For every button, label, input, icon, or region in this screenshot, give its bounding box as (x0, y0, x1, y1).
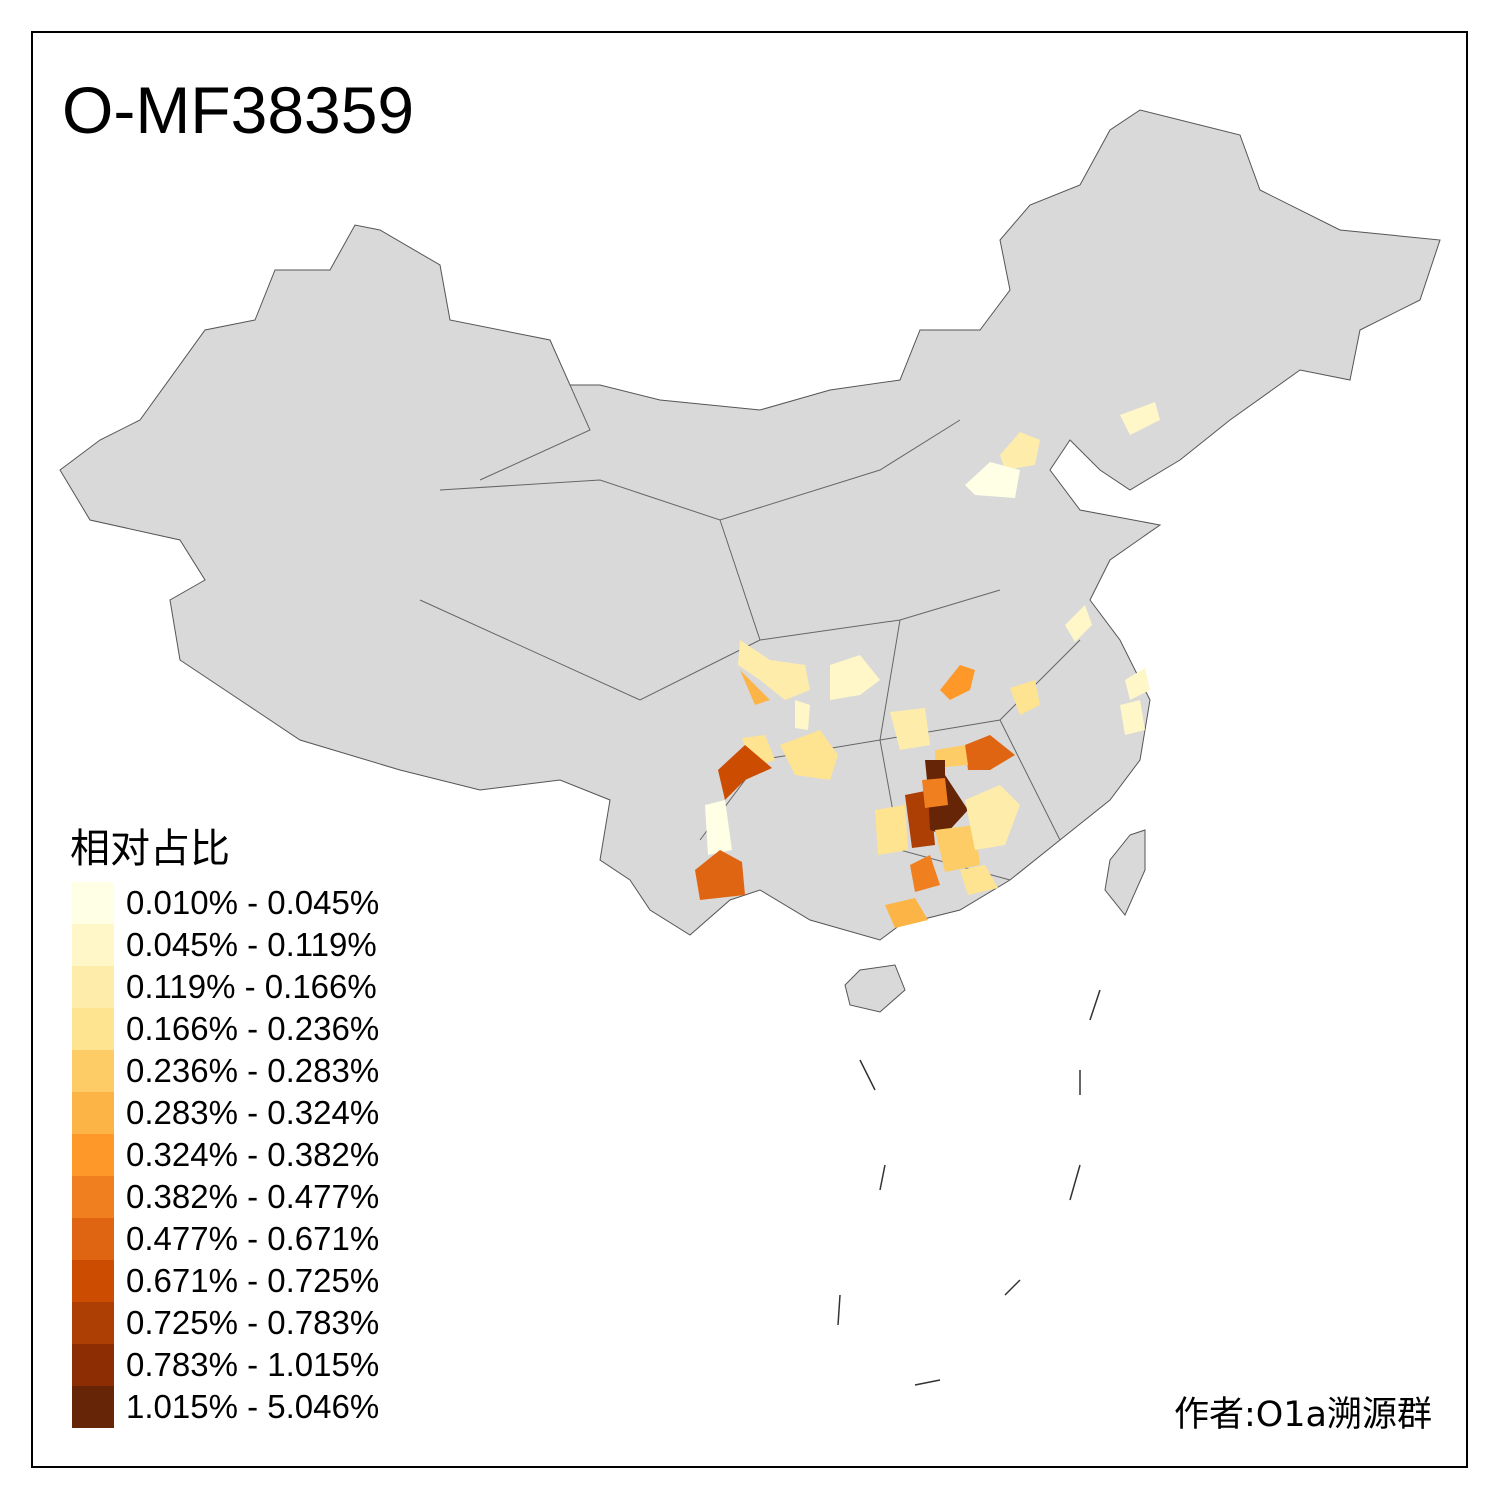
legend-item: 0.283% - 0.324% (72, 1092, 379, 1134)
legend-swatch (72, 1302, 114, 1344)
legend-item: 0.010% - 0.045% (72, 882, 379, 924)
highlighted-region (960, 865, 998, 895)
legend-swatch (72, 1218, 114, 1260)
legend-label: 0.166% - 0.236% (126, 1010, 380, 1047)
map-title: O-MF38359 (62, 73, 415, 147)
legend-swatch (72, 1008, 114, 1050)
highlighted-region (1010, 680, 1040, 715)
legend-swatch (72, 1260, 114, 1302)
legend-item: 0.324% - 0.382% (72, 1134, 379, 1176)
legend: 0.010% - 0.045% 0.045% - 0.119% 0.119% - 0… (72, 882, 379, 1428)
legend-label: 0.283% - 0.324% (126, 1094, 380, 1131)
legend-label: 0.324% - 0.382% (126, 1136, 380, 1173)
legend-swatch (72, 1050, 114, 1092)
legend-item: 0.119% - 0.166% (72, 966, 379, 1008)
legend-label: 0.477% - 0.671% (126, 1220, 380, 1257)
legend-item: 0.382% - 0.477% (72, 1176, 379, 1218)
legend-item: 0.477% - 0.671% (72, 1218, 379, 1260)
highlighted-region (740, 670, 770, 705)
legend-title: 相对占比 (70, 826, 230, 872)
legend-item: 0.671% - 0.725% (72, 1260, 379, 1302)
taiwan (1104, 829, 1146, 916)
legend-item: 0.045% - 0.119% (72, 924, 379, 966)
highlighted-region (1120, 700, 1145, 735)
legend-label: 1.015% - 5.046% (126, 1388, 380, 1425)
highlighted-region (875, 805, 908, 855)
legend-swatch (72, 882, 114, 924)
highlighted-region (1000, 432, 1040, 470)
china-mainland (59, 109, 1441, 941)
highlighted-region (738, 640, 810, 700)
highlighted-region (935, 825, 980, 872)
highlighted-region (965, 462, 1020, 498)
legend-label: 0.010% - 0.045% (126, 884, 380, 921)
legend-label: 0.236% - 0.283% (126, 1052, 380, 1089)
legend-swatch (72, 1344, 114, 1386)
highlighted-region (795, 700, 810, 730)
legend-label: 0.382% - 0.477% (126, 1178, 380, 1215)
highlighted-region (910, 855, 940, 892)
highlighted-region (705, 800, 732, 855)
legend-swatch (72, 1176, 114, 1218)
legend-item: 0.725% - 0.783% (72, 1302, 379, 1344)
highlighted-region (780, 730, 838, 780)
highlighted-region (885, 898, 928, 928)
legend-label: 0.725% - 0.783% (126, 1304, 380, 1341)
map-frame (31, 31, 1468, 1468)
highlighted-region (1125, 668, 1150, 700)
legend-item: 0.236% - 0.283% (72, 1050, 379, 1092)
highlighted-region (965, 785, 1020, 850)
legend-swatch (72, 1134, 114, 1176)
legend-item: 1.015% - 5.046% (72, 1386, 379, 1428)
legend-item: 0.783% - 1.015% (72, 1344, 379, 1386)
legend-swatch (72, 1092, 114, 1134)
highlighted-region (830, 655, 880, 700)
south-china-sea-islands (837, 989, 1101, 1386)
highlighted-region (965, 735, 1015, 770)
legend-label: 0.671% - 0.725% (126, 1262, 380, 1299)
legend-label: 0.045% - 0.119% (126, 926, 377, 963)
highlighted-region (940, 665, 975, 700)
hainan (844, 964, 906, 1013)
highlighted-region (1065, 605, 1092, 642)
legend-label: 0.783% - 1.015% (126, 1346, 380, 1383)
author-credit: 作者:O1a溯源群 (1173, 1395, 1432, 1435)
highlighted-region (1120, 402, 1160, 435)
highlighted-region (718, 745, 772, 800)
legend-item: 0.166% - 0.236% (72, 1008, 379, 1050)
legend-swatch (72, 924, 114, 966)
legend-swatch (72, 966, 114, 1008)
highlighted-region (695, 850, 745, 900)
legend-swatch (72, 1386, 114, 1428)
highlighted-region (922, 778, 948, 808)
legend-label: 0.119% - 0.166% (126, 968, 377, 1005)
highlighted-region (890, 708, 930, 750)
